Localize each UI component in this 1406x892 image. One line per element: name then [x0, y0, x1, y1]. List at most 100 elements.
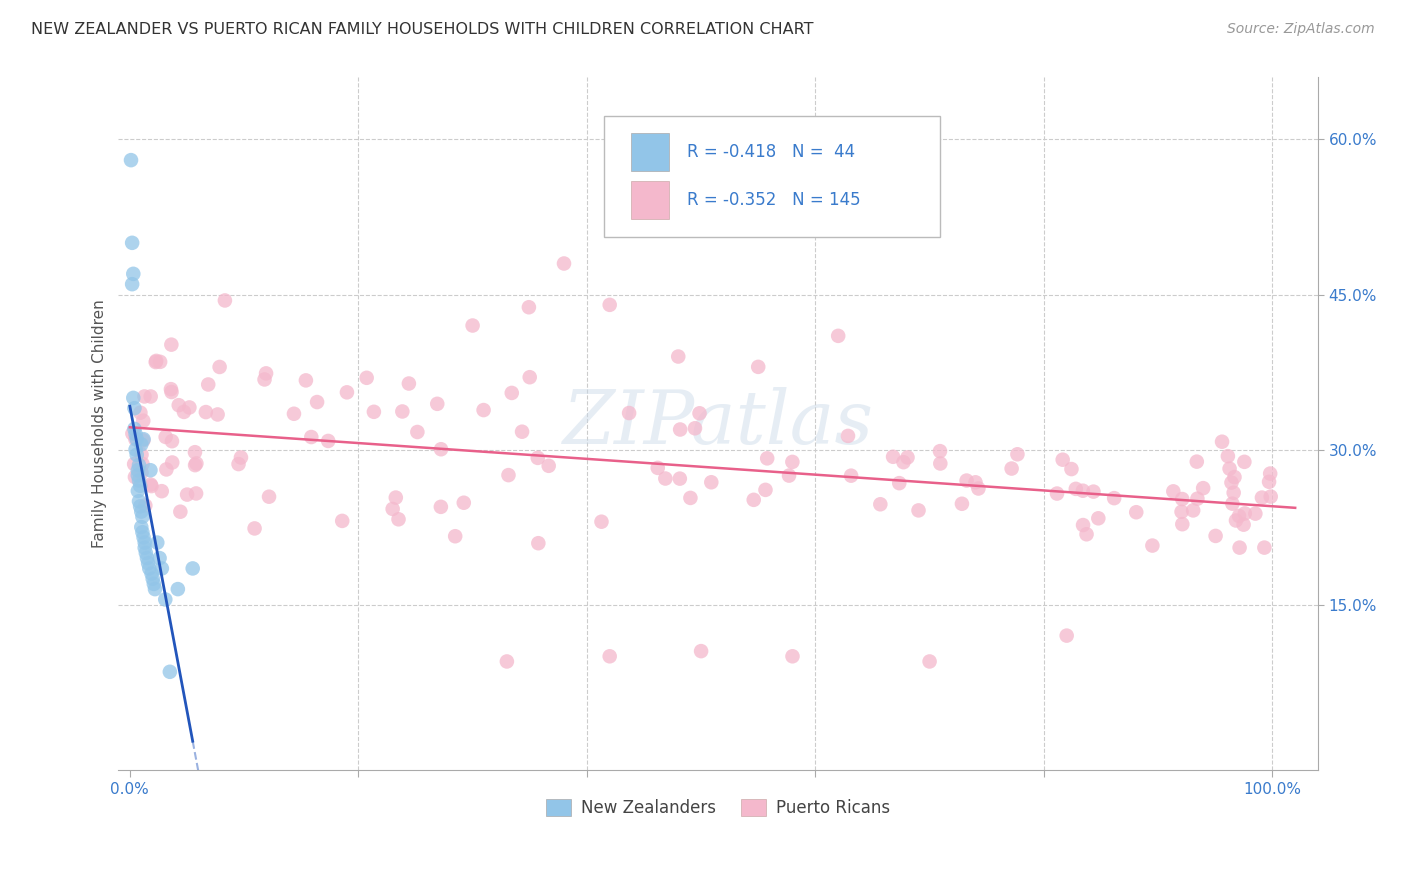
Point [654, 471, 676, 485]
Point [1125, 505, 1147, 519]
Point [134, 541, 156, 555]
Point [155, 430, 177, 444]
Point [127, 463, 149, 477]
Point [134, 389, 156, 403]
Point [181, 561, 204, 575]
Point [778, 468, 800, 483]
FancyBboxPatch shape [631, 181, 669, 219]
Point [131, 466, 153, 480]
Point [159, 665, 181, 679]
Point [461, 318, 484, 333]
Point [406, 425, 429, 439]
Point [299, 430, 322, 444]
Point [160, 382, 183, 396]
Point [882, 450, 904, 464]
Point [186, 457, 208, 471]
Point [1142, 539, 1164, 553]
Point [1233, 455, 1256, 469]
Point [1258, 475, 1281, 489]
Point [127, 483, 149, 498]
Point [837, 429, 859, 443]
Point [179, 401, 201, 415]
Point [138, 561, 160, 575]
Point [122, 267, 145, 281]
Point [519, 370, 541, 384]
Point [139, 390, 162, 404]
Point [501, 386, 523, 401]
Point [129, 479, 152, 493]
Point [141, 479, 163, 493]
Point [669, 472, 692, 486]
Point [510, 425, 533, 439]
Point [472, 403, 495, 417]
Point [207, 408, 229, 422]
Point [647, 461, 669, 475]
Point [965, 475, 987, 490]
Point [184, 458, 207, 472]
Legend: New Zealanders, Puerto Ricans: New Zealanders, Puerto Ricans [540, 792, 897, 824]
Point [1163, 484, 1185, 499]
Point [1211, 434, 1233, 449]
Point [929, 444, 952, 458]
Point [134, 499, 156, 513]
Point [1222, 497, 1244, 511]
Point [356, 371, 378, 385]
Point [124, 401, 146, 416]
Point [127, 468, 149, 483]
Point [142, 577, 165, 591]
Point [124, 442, 146, 457]
Point [257, 490, 280, 504]
Point [162, 455, 184, 469]
Point [869, 497, 891, 511]
Point [430, 442, 453, 457]
Point [950, 497, 973, 511]
Point [517, 300, 540, 314]
Point [131, 457, 153, 471]
Point [121, 235, 143, 250]
Point [1064, 482, 1087, 496]
Point [1258, 467, 1281, 481]
Point [160, 434, 183, 449]
Point [122, 391, 145, 405]
Point [283, 407, 305, 421]
Point [169, 505, 191, 519]
Point [121, 277, 143, 292]
Point [148, 551, 170, 566]
Point [669, 422, 692, 436]
Point [135, 546, 157, 560]
Point [1071, 483, 1094, 498]
Point [132, 530, 155, 544]
Point [929, 457, 952, 471]
Point [1229, 541, 1251, 555]
Point [666, 350, 689, 364]
Point [150, 561, 173, 575]
Point [889, 476, 911, 491]
Text: ZIPatlas: ZIPatlas [562, 387, 873, 460]
FancyBboxPatch shape [631, 133, 669, 170]
Text: R = -0.352   N = 145: R = -0.352 N = 145 [688, 191, 860, 209]
Point [132, 414, 155, 428]
Point [139, 463, 162, 477]
Point [295, 373, 318, 387]
Point [166, 582, 188, 596]
Point [214, 293, 236, 308]
Point [253, 372, 276, 386]
FancyBboxPatch shape [605, 116, 941, 236]
Point [690, 644, 713, 658]
Point [496, 655, 519, 669]
Point [129, 505, 152, 519]
Point [444, 529, 467, 543]
Point [1052, 452, 1074, 467]
Point [689, 406, 711, 420]
Point [679, 491, 702, 505]
Point [1253, 541, 1275, 555]
Point [756, 451, 779, 466]
Point [129, 437, 152, 451]
Point [243, 521, 266, 535]
Point [122, 457, 145, 471]
Point [453, 496, 475, 510]
Point [160, 337, 183, 351]
Point [1205, 529, 1227, 543]
Point [1182, 503, 1205, 517]
Point [145, 355, 167, 369]
